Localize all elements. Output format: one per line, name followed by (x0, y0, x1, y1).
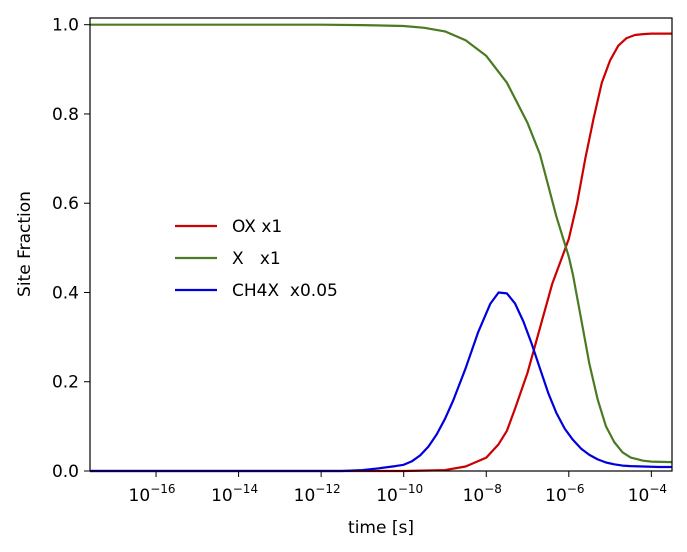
x-tick-label-1: 10−14 (211, 482, 258, 506)
x-tick-label-0: 10−16 (129, 482, 176, 506)
legend-label-ox: OX x1 (232, 217, 282, 237)
x-tick-label-2: 10−12 (294, 482, 341, 506)
axes-frame (89, 17, 673, 472)
y-tick-label-5: 1.0 (52, 16, 79, 36)
series-layer (90, 23, 673, 473)
x-axis-label: time [s] (348, 518, 414, 538)
x-tick-label-6: 10−4 (628, 482, 667, 506)
x-tick-label-3: 10−10 (376, 482, 423, 506)
series-line-2 (90, 291, 672, 473)
y-tick-label-3: 0.6 (52, 194, 79, 214)
series-line-1 (90, 23, 673, 464)
legend: OX x1 X x1 CH4X x0.05 (175, 217, 338, 301)
y-tick-label-4: 0.8 (52, 105, 79, 125)
legend-label-ch4x: CH4X x0.05 (232, 281, 338, 301)
x-tick-label-5: 10−6 (545, 482, 584, 506)
x-axis-ticks: 10−16 10−14 10−12 10−10 10−8 10−6 10−4 (129, 471, 667, 506)
y-tick-label-0: 0.0 (52, 462, 79, 482)
y-axis-ticks: 0.0 0.2 0.4 0.6 0.8 1.0 (52, 16, 90, 482)
y-tick-label-2: 0.4 (52, 283, 79, 303)
plot-area (89, 17, 673, 473)
y-axis-label: Site Fraction (15, 191, 35, 297)
x-tick-label-4: 10−8 (463, 482, 502, 506)
legend-label-x: X x1 (232, 249, 281, 269)
series-line-0 (90, 32, 672, 473)
y-tick-label-1: 0.2 (52, 373, 79, 393)
